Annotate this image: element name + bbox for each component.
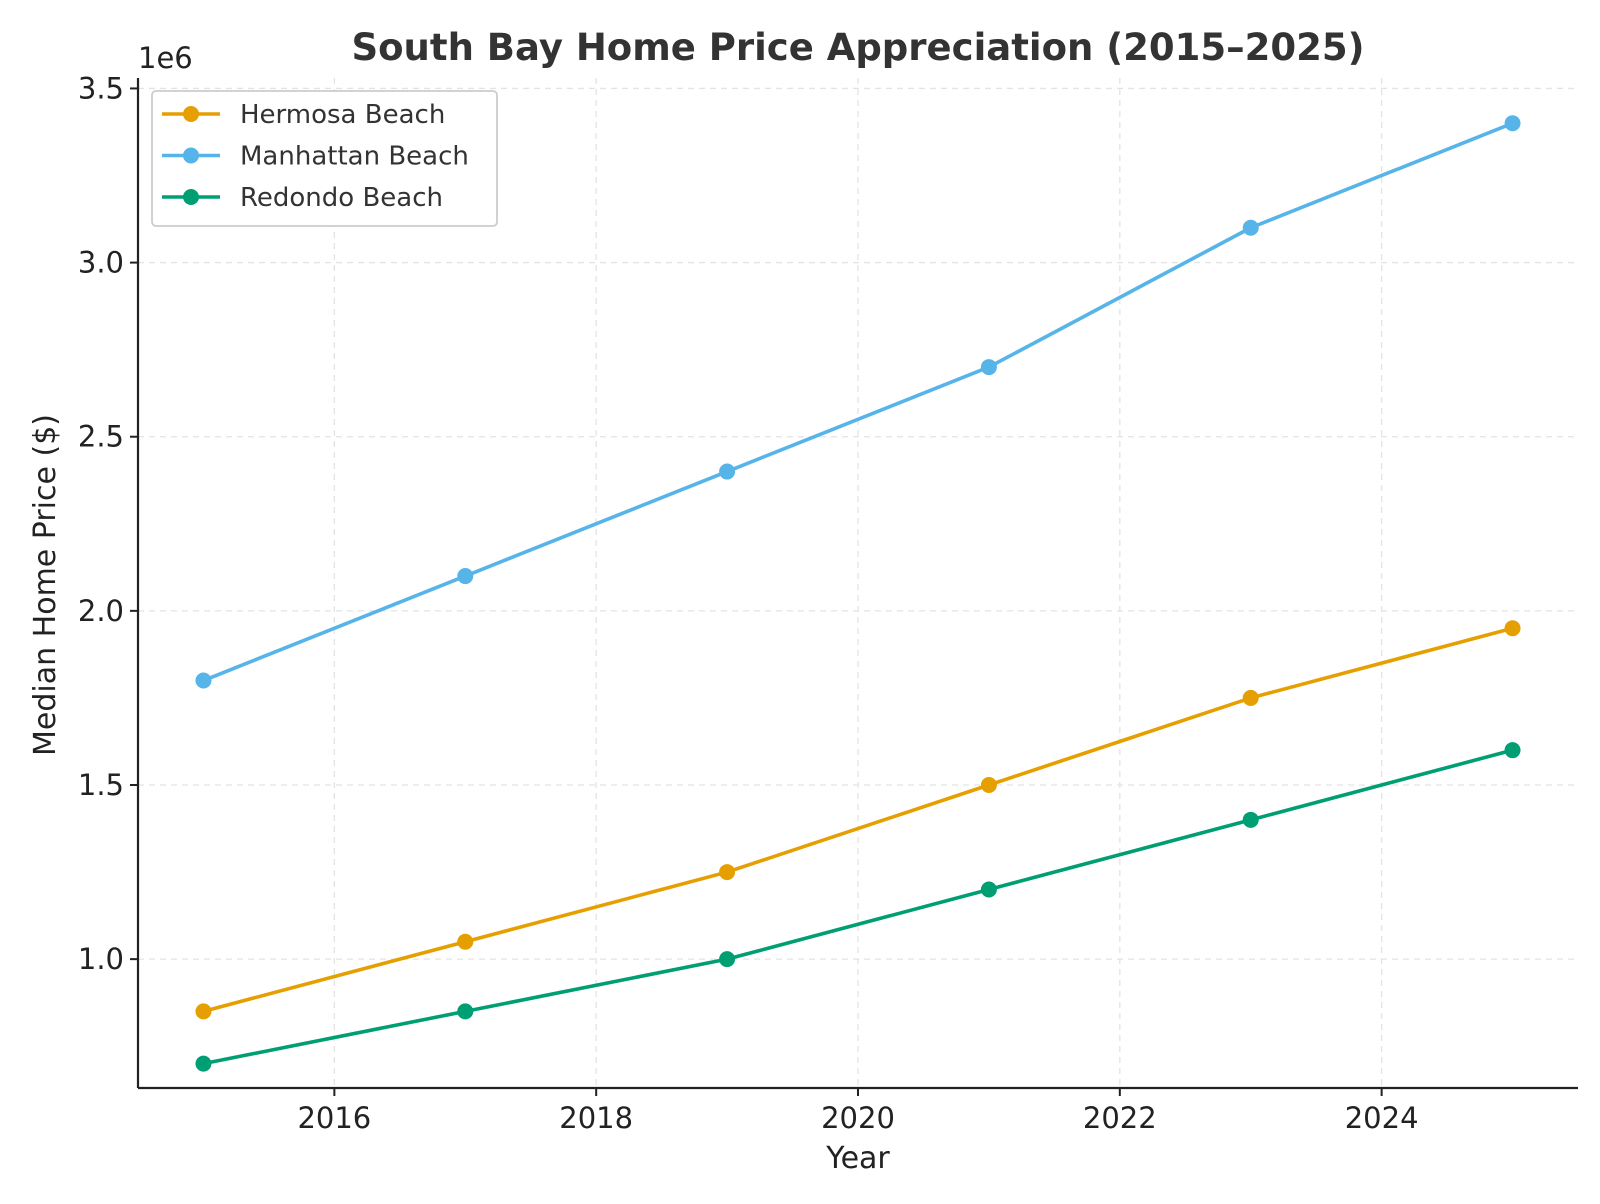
series-line-manhattan-beach: [201, 121, 1515, 683]
legend-label-manhattan-beach: Manhattan Beach: [240, 142, 469, 172]
y-tick-label: 2.0: [78, 594, 124, 628]
series-line-hermosa-beach: [201, 626, 1515, 1014]
data-point-manhattan-beach: [1504, 115, 1521, 132]
data-point-manhattan-beach: [719, 463, 736, 480]
data-point-redondo-beach: [457, 1003, 474, 1020]
data-point-hermosa-beach: [1504, 620, 1521, 637]
y-axis-label: Median Home Price ($): [28, 414, 63, 756]
data-point-hermosa-beach: [980, 777, 997, 793]
x-tick-label: 2024: [1345, 1101, 1419, 1135]
y-tick-label: 1.5: [78, 768, 124, 802]
legend-item-redondo-beach: Redondo Beach: [162, 183, 443, 213]
grid: [138, 78, 1578, 1088]
series-lines: [195, 115, 1521, 1072]
data-point-hermosa-beach: [719, 864, 736, 881]
data-point-manhattan-beach: [195, 672, 212, 689]
legend-marker-manhattan-beach: [183, 147, 199, 164]
data-point-redondo-beach: [1504, 742, 1521, 759]
x-tick-label: 2016: [297, 1101, 371, 1135]
data-point-manhattan-beach: [980, 359, 997, 376]
x-axis-label: Year: [825, 1141, 890, 1176]
data-point-redondo-beach: [719, 951, 736, 968]
data-point-hermosa-beach: [195, 1003, 212, 1020]
series-redondo-beach: [195, 742, 1521, 1072]
series-hermosa-beach: [195, 620, 1521, 1020]
legend-label-redondo-beach: Redondo Beach: [240, 183, 443, 213]
data-point-hermosa-beach: [1242, 689, 1259, 706]
data-point-hermosa-beach: [457, 933, 474, 950]
x-tick-label: 2020: [821, 1101, 895, 1135]
x-tick-label: 2022: [1083, 1101, 1157, 1135]
data-point-redondo-beach: [195, 1055, 212, 1072]
data-point-redondo-beach: [980, 881, 997, 898]
chart-title: South Bay Home Price Appreciation (2015–…: [351, 26, 1364, 69]
legend-item-hermosa-beach: Hermosa Beach: [162, 100, 445, 130]
series-manhattan-beach: [195, 115, 1521, 689]
data-point-redondo-beach: [1242, 811, 1259, 828]
y-tick-label: 2.5: [78, 420, 124, 454]
data-point-manhattan-beach: [1242, 219, 1259, 236]
x-tick-label: 2018: [559, 1101, 633, 1135]
axes: 2016 2018 2020 2022 2024 1.0 1.5 2.0 2.5 3.0 3.5: [78, 71, 1578, 1135]
legend-marker-hermosa-beach: [183, 106, 199, 122]
legend-marker-redondo-beach: [183, 189, 199, 205]
legend-label-hermosa-beach: Hermosa Beach: [240, 100, 445, 130]
y-tick-label: 1.0: [78, 942, 124, 976]
data-point-manhattan-beach: [457, 568, 474, 585]
y-tick-label: 3.5: [78, 71, 124, 105]
legend-box: [151, 90, 498, 227]
y-axis-offset-label: 1e6: [138, 41, 193, 75]
y-tick-label: 3.0: [78, 246, 124, 280]
legend-item-manhattan-beach: Manhattan Beach: [162, 142, 469, 172]
series-line-redondo-beach: [201, 748, 1515, 1066]
legend: Hermosa Beach Manhattan Beach Redondo Beac…: [151, 90, 498, 227]
